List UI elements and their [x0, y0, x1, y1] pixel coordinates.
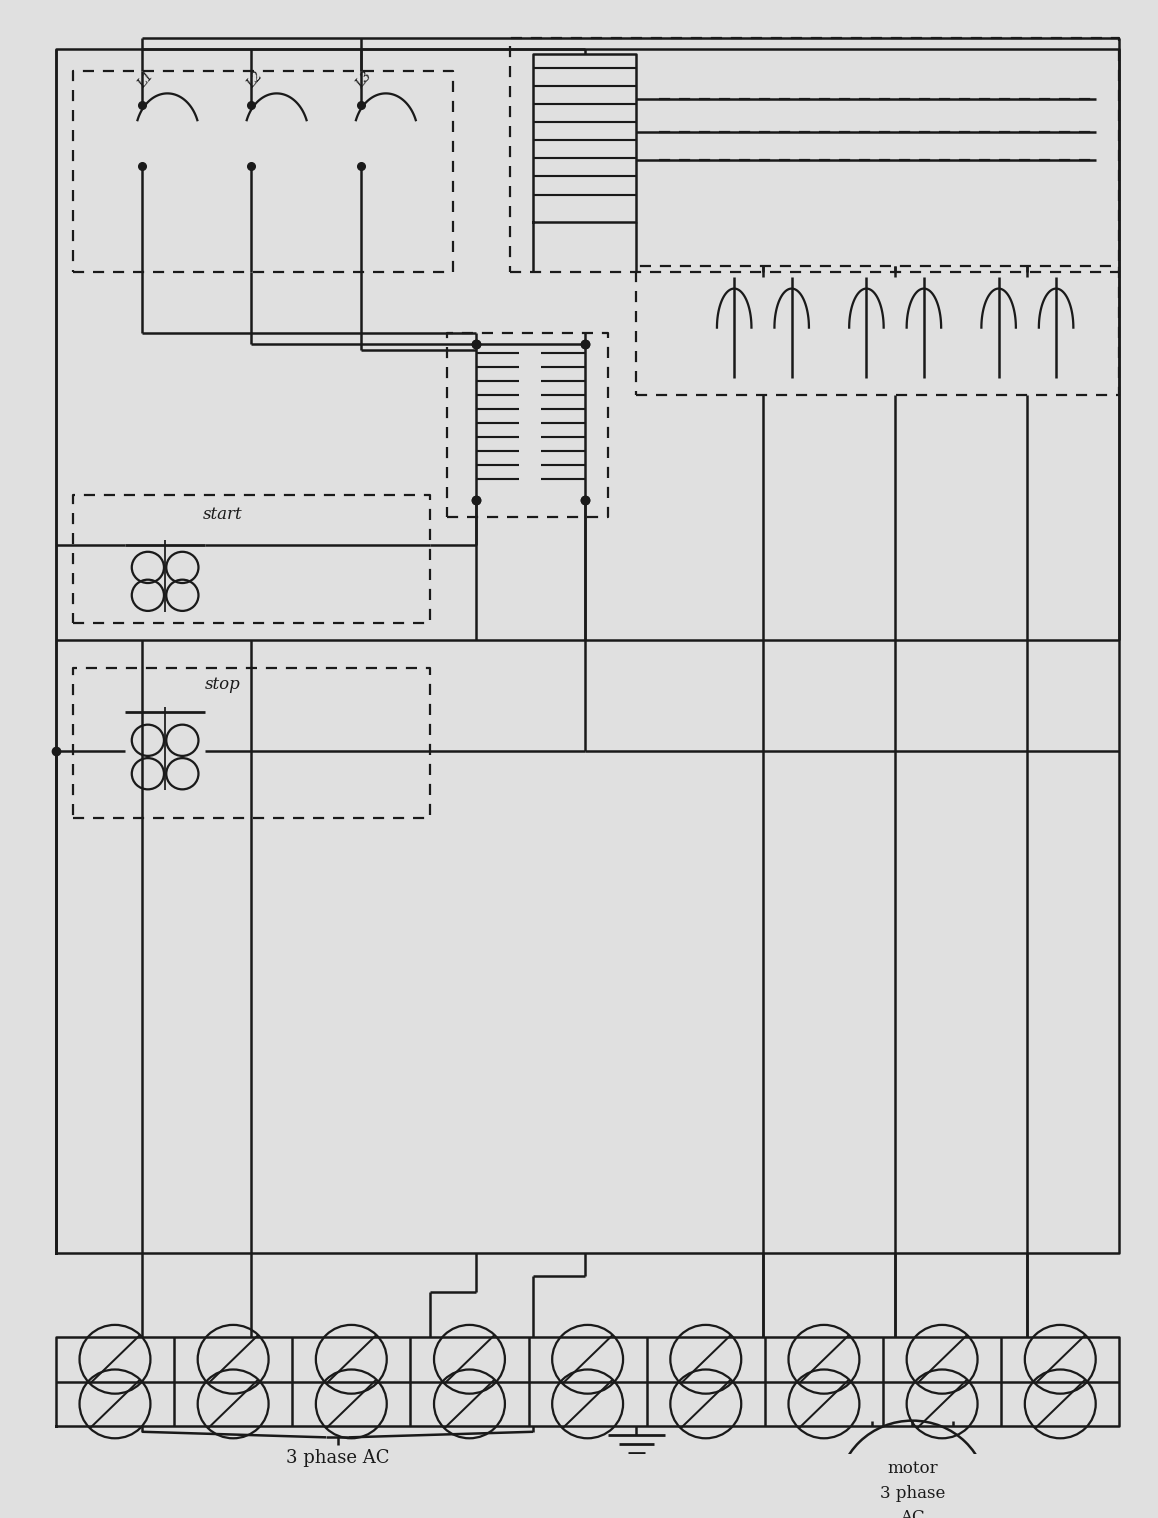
Text: 3 phase: 3 phase: [880, 1485, 945, 1501]
Text: L1: L1: [135, 70, 156, 91]
Text: L2: L2: [244, 70, 265, 91]
Text: start: start: [203, 505, 242, 524]
Text: 3 phase AC: 3 phase AC: [286, 1448, 389, 1466]
Text: stop: stop: [205, 676, 241, 692]
Text: motor: motor: [887, 1460, 938, 1477]
Text: L3: L3: [353, 70, 374, 91]
Text: AC: AC: [900, 1509, 925, 1518]
